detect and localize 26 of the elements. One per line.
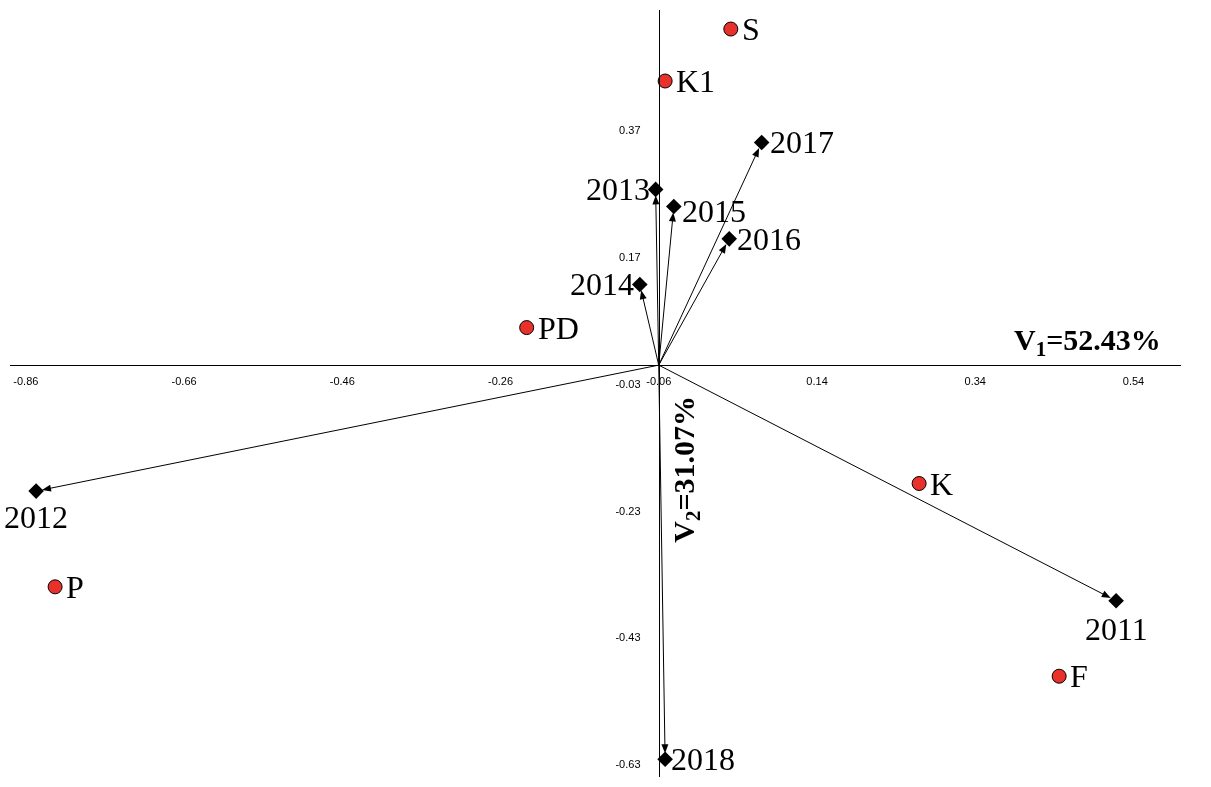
annotation: P <box>66 569 84 605</box>
x-tick-label: -0.26 <box>488 375 514 388</box>
x-tick-label: -0.46 <box>329 375 355 388</box>
annotation: 2017 <box>770 124 834 160</box>
x-tick-label: -0.86 <box>13 375 39 388</box>
x-tick-label: 0.54 <box>1122 375 1145 388</box>
y-tick-label: 0.17 <box>619 251 641 264</box>
x-tick-label: 0.34 <box>964 375 986 388</box>
annotation: K1 <box>676 63 716 99</box>
annotation: F <box>1070 658 1088 694</box>
annotation: 2013 <box>586 171 650 207</box>
annotation: 2012 <box>4 499 68 535</box>
annotation: 2014 <box>570 266 634 302</box>
annotation: 2011 <box>1085 611 1148 647</box>
annotation: PD <box>538 310 579 346</box>
annotation: S <box>742 11 760 47</box>
y-tick-label: -0.63 <box>615 758 641 771</box>
x-axis-title: V$_{1}$=52.43% <box>1014 323 1161 362</box>
annotation: 2018 <box>671 741 735 777</box>
y-tick-label: -0.43 <box>615 631 641 644</box>
x-tick-label: 0.14 <box>806 375 828 388</box>
x-tick-label: -0.66 <box>171 375 197 388</box>
y-tick-label: -0.03 <box>615 377 641 390</box>
y-tick-label: -0.23 <box>615 504 641 517</box>
y-tick-label: 0.37 <box>619 124 641 137</box>
annotation: K <box>930 466 954 502</box>
